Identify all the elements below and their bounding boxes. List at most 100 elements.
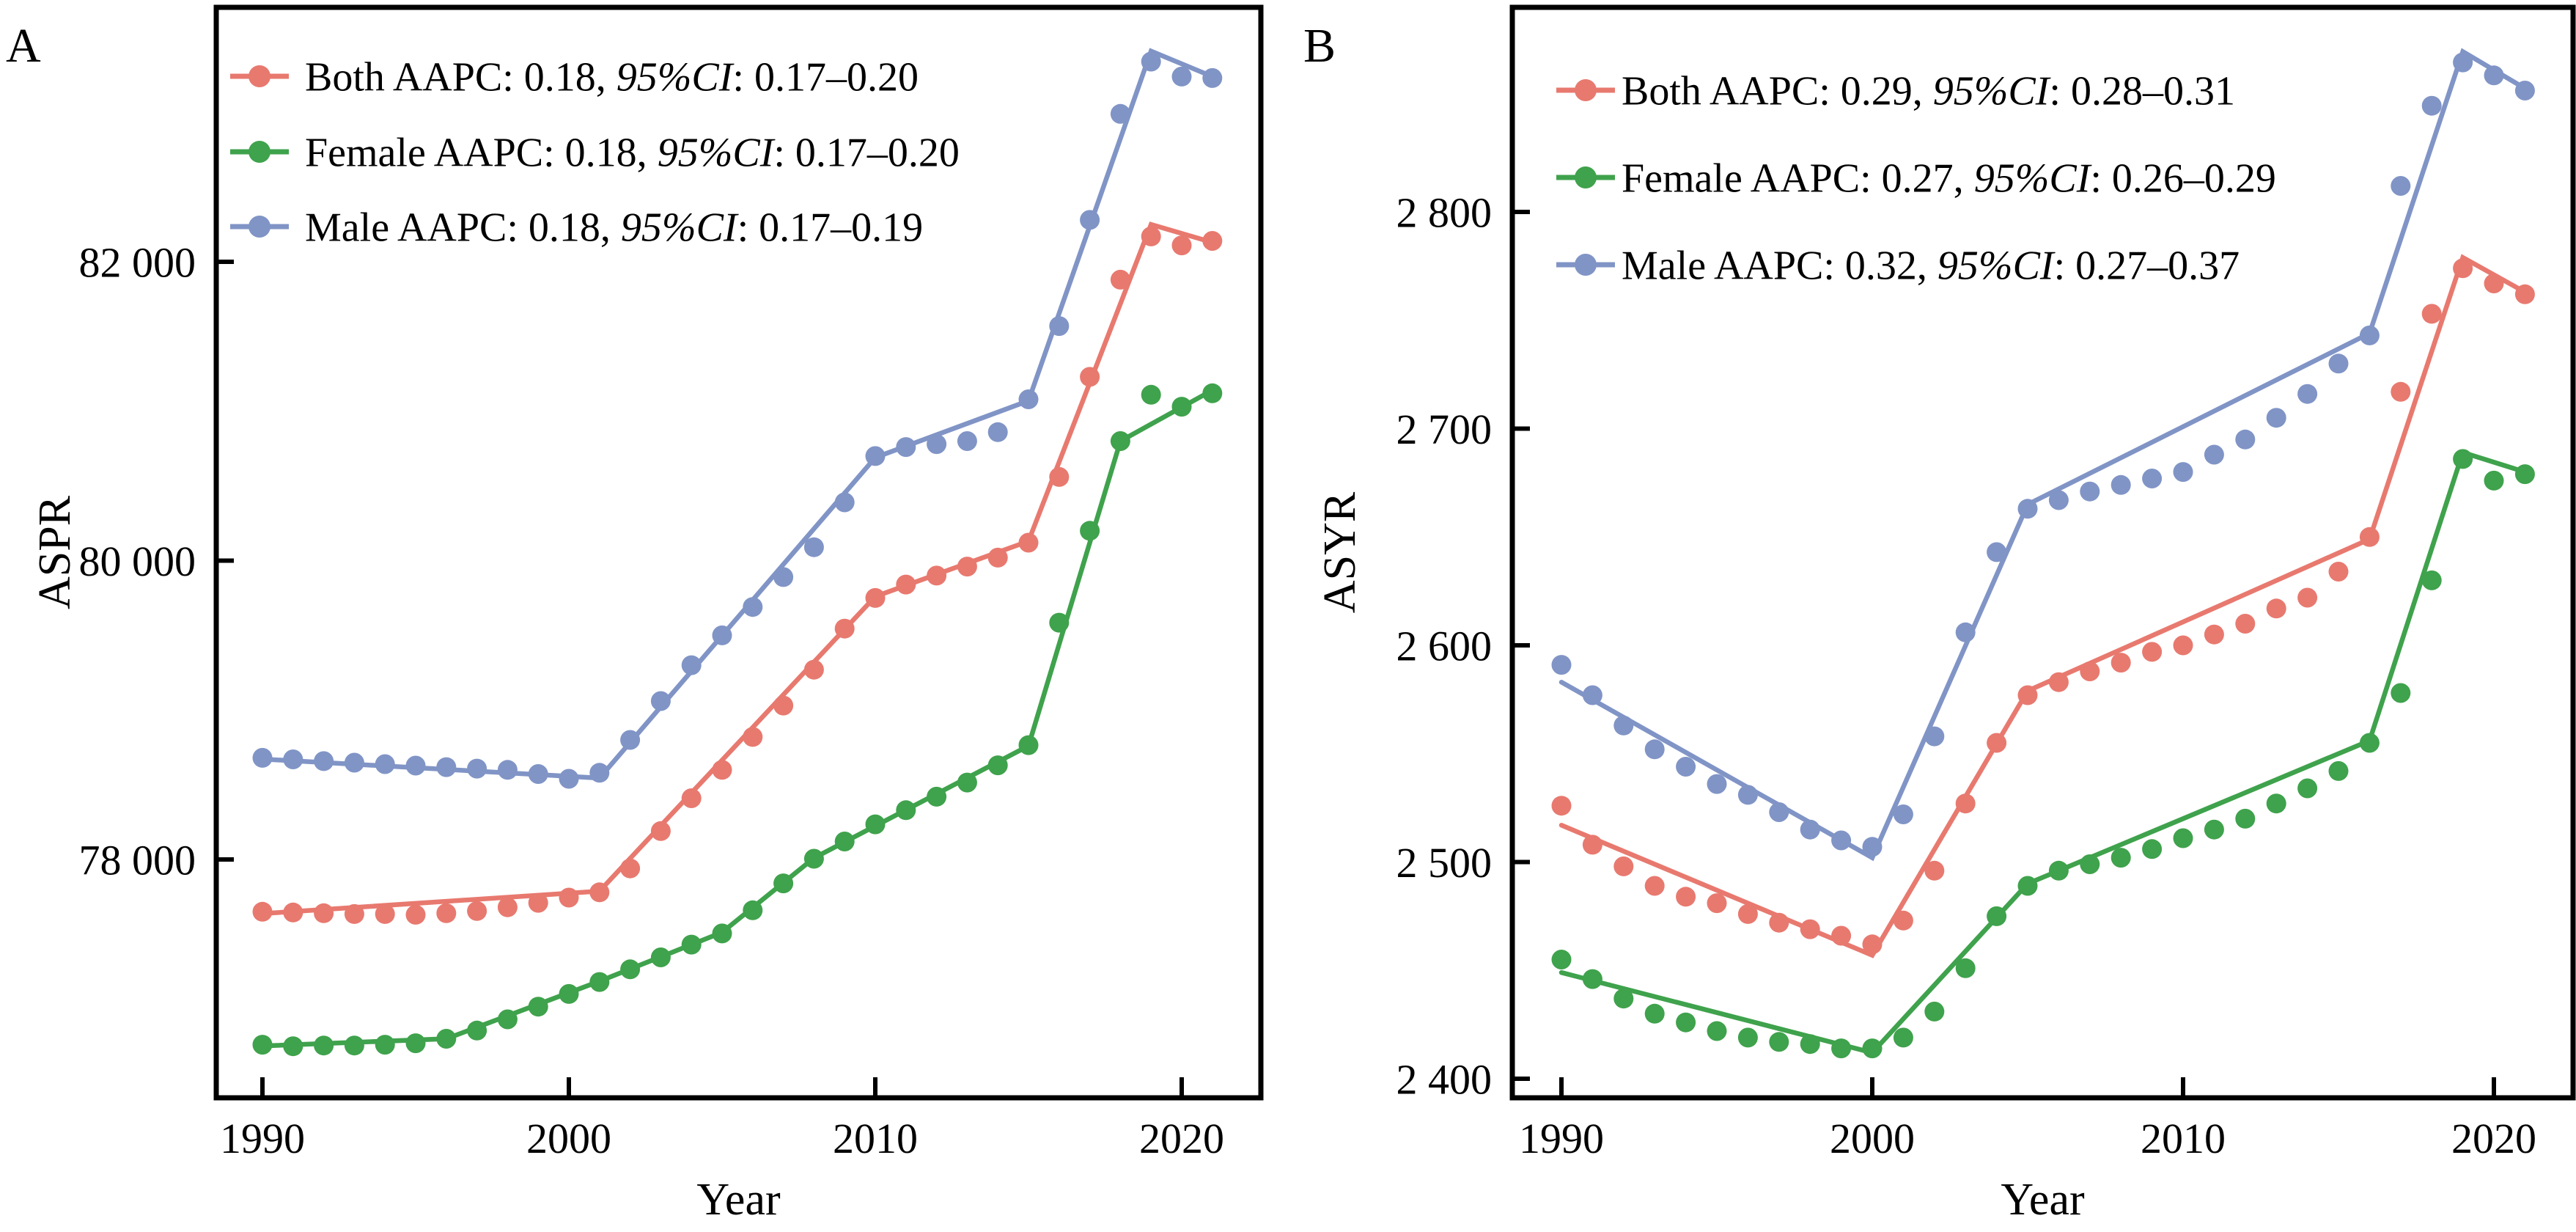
x-tick-label: 1990 <box>1519 1115 1604 1162</box>
data-point <box>803 659 824 680</box>
data-point <box>589 972 610 992</box>
data-point <box>2421 570 2442 590</box>
data-point <box>344 1035 364 1056</box>
data-point <box>1582 685 1602 705</box>
data-point <box>1893 804 1913 824</box>
data-point <box>375 754 395 774</box>
data-point <box>2297 587 2318 608</box>
data-point <box>1582 835 1602 855</box>
data-point <box>283 1036 303 1057</box>
data-point <box>957 557 977 577</box>
data-point <box>2235 808 2256 829</box>
data-point <box>2017 876 2038 896</box>
y-tick-label: 82 000 <box>79 238 196 286</box>
data-point <box>2235 614 2256 634</box>
data-point <box>987 422 1008 442</box>
data-point <box>2484 274 2504 293</box>
data-point <box>896 574 916 595</box>
data-point <box>2359 325 2380 345</box>
data-point <box>865 587 886 608</box>
data-point <box>2328 562 2349 582</box>
legend-marker-dot <box>249 141 271 163</box>
data-point <box>1582 969 1602 989</box>
y-tick-label: 2 400 <box>1396 1055 1493 1103</box>
series-B-male-points <box>1551 52 2535 857</box>
x-tick-label: 2020 <box>2451 1115 2536 1162</box>
data-point <box>2017 499 2038 519</box>
data-point <box>1613 856 1634 876</box>
data-point <box>2204 819 2224 840</box>
data-point <box>405 904 426 925</box>
data-point <box>2173 828 2193 848</box>
data-point <box>712 625 732 645</box>
data-point <box>528 764 548 784</box>
plot-border <box>1509 4 2576 1101</box>
data-point <box>1644 876 1665 896</box>
data-point <box>650 947 671 967</box>
data-point <box>1551 655 1572 675</box>
data-point <box>773 567 794 587</box>
data-point <box>1924 726 1945 747</box>
x-tick-label: 2000 <box>526 1115 611 1162</box>
data-point <box>834 832 855 851</box>
legend-marker-dot <box>1575 79 1597 101</box>
data-point <box>1141 384 1161 405</box>
data-point <box>1141 51 1161 72</box>
series-B-female-fit-line <box>1559 449 2528 1056</box>
data-point <box>2204 624 2224 645</box>
data-point <box>1955 793 1976 814</box>
data-point <box>2142 469 2163 488</box>
data-point <box>927 434 947 455</box>
legend-label: Both AAPC: 0.29, 95%CI: 0.28–0.31 <box>1622 69 2235 114</box>
data-point <box>2017 685 2038 705</box>
data-point <box>1987 906 2007 926</box>
data-point <box>834 492 855 513</box>
data-point <box>1862 837 1883 857</box>
x-tick-label: 1990 <box>220 1115 305 1162</box>
series-A-male-points <box>252 51 1223 789</box>
data-point <box>743 727 763 747</box>
data-point <box>957 772 977 793</box>
panel-letter: A <box>6 19 41 73</box>
data-point <box>405 755 426 776</box>
legend: Both AAPC: 0.29, 95%CI: 0.28–0.31 Female … <box>1556 69 2276 289</box>
data-point <box>1676 757 1696 777</box>
data-point <box>2514 464 2535 485</box>
legend: Both AAPC: 0.18, 95%CI: 0.17–0.20 Female … <box>230 55 960 251</box>
data-point <box>2111 653 2131 673</box>
data-point <box>2514 81 2535 100</box>
data-point <box>1737 785 1758 805</box>
series-B-both-points <box>1551 258 2535 955</box>
data-point <box>1800 819 1820 840</box>
data-point <box>2173 635 2193 656</box>
data-point <box>620 959 641 980</box>
data-point <box>927 786 947 807</box>
data-point <box>2297 778 2318 799</box>
data-point <box>2173 462 2193 483</box>
series-A-both-fit-line <box>260 221 1215 917</box>
data-point <box>2111 474 2131 495</box>
data-point <box>2391 683 2411 703</box>
data-point <box>1737 1027 1758 1048</box>
data-point <box>1171 397 1192 417</box>
data-point <box>589 882 610 903</box>
x-tick-label: 2010 <box>833 1115 918 1162</box>
data-point <box>1049 316 1070 337</box>
data-point <box>2328 760 2349 781</box>
data-point <box>528 892 548 913</box>
data-point <box>467 901 487 921</box>
data-point <box>2453 52 2473 73</box>
data-point <box>436 903 457 923</box>
series-B-male-fit-line <box>1559 48 2528 862</box>
data-point <box>1831 1038 1852 1059</box>
legend-marker-dot <box>249 216 271 238</box>
data-point <box>1862 1038 1883 1059</box>
data-point <box>1110 103 1130 124</box>
data-point <box>2111 848 2131 868</box>
data-point <box>2266 408 2286 428</box>
data-point <box>2235 429 2256 450</box>
data-point <box>743 597 763 617</box>
data-point <box>436 1029 457 1049</box>
data-point <box>1800 1034 1820 1055</box>
